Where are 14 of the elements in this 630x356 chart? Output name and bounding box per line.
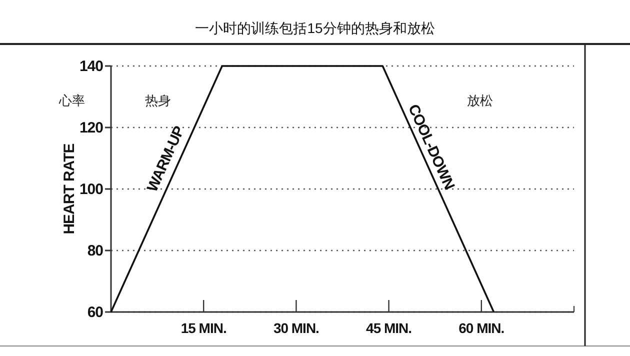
y-tick-label: 60 [87,304,104,321]
y-axis-title: HEART RATE [61,143,78,234]
chart-title: 一小时的训练包括15分钟的热身和放松 [195,20,435,36]
y-tick-label: 100 [79,181,104,198]
x-tick-label: 30 MIN. [273,320,319,336]
y-tick-label: 80 [87,242,104,260]
y-tick-label: 120 [79,120,104,136]
text: 心率 [58,93,85,108]
x-tick-label: 45 MIN. [366,320,412,336]
annotation: 放松 [467,93,493,108]
x-tick-label: 60 MIN. [458,320,504,336]
annotation: 热身 [145,93,171,108]
y-tick-label: 140 [79,58,104,75]
x-tick-label: 15 MIN. [180,320,226,336]
